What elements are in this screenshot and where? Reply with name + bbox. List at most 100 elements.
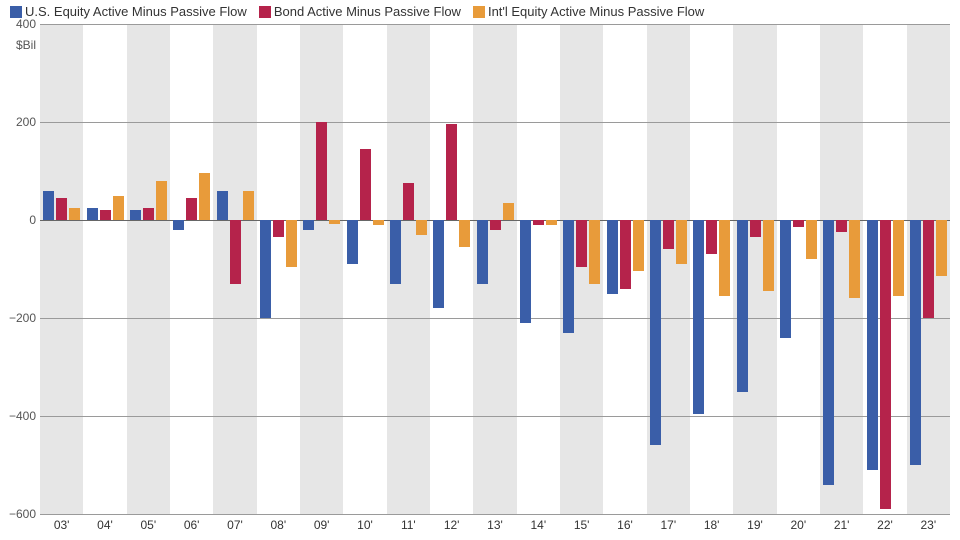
bar — [416, 220, 427, 235]
background-band — [40, 24, 83, 514]
legend-item: Bond Active Minus Passive Flow — [259, 4, 461, 19]
legend-item: U.S. Equity Active Minus Passive Flow — [10, 4, 247, 19]
bar — [576, 220, 587, 267]
x-axis-label: 07' — [227, 518, 243, 532]
bar — [87, 208, 98, 220]
x-axis-label: 08' — [271, 518, 287, 532]
bar — [173, 220, 184, 230]
x-axis-label: 22' — [877, 518, 893, 532]
bar — [56, 198, 67, 220]
bar — [260, 220, 271, 318]
x-axis-label: 06' — [184, 518, 200, 532]
x-axis-label: 21' — [834, 518, 850, 532]
bar — [490, 220, 501, 230]
bar — [390, 220, 401, 284]
legend-label: U.S. Equity Active Minus Passive Flow — [25, 4, 247, 19]
bar — [199, 173, 210, 220]
x-axis-label: 15' — [574, 518, 590, 532]
bar — [373, 220, 384, 225]
y-axis-unit: $Bil — [6, 38, 36, 52]
background-band — [170, 24, 213, 514]
x-axis-label: 20' — [791, 518, 807, 532]
legend-swatch — [473, 6, 485, 18]
x-axis-label: 16' — [617, 518, 633, 532]
legend-item: Int'l Equity Active Minus Passive Flow — [473, 4, 704, 19]
bar — [563, 220, 574, 333]
bar — [620, 220, 631, 289]
bar — [217, 191, 228, 220]
bar — [893, 220, 904, 296]
bar — [143, 208, 154, 220]
bar — [589, 220, 600, 284]
bar — [780, 220, 791, 338]
bar — [663, 220, 674, 249]
bar — [303, 220, 314, 230]
bar — [446, 124, 457, 220]
background-band — [127, 24, 170, 514]
y-axis-label: −400 — [6, 409, 36, 423]
legend-swatch — [10, 6, 22, 18]
y-axis-label: −600 — [6, 507, 36, 521]
bar — [156, 181, 167, 220]
bar — [503, 203, 514, 220]
legend-label: Bond Active Minus Passive Flow — [274, 4, 461, 19]
bar — [546, 220, 557, 225]
x-axis-label: 23' — [921, 518, 937, 532]
gridline — [40, 318, 950, 319]
bar — [533, 220, 544, 225]
gridline — [40, 122, 950, 123]
bar — [693, 220, 704, 414]
bar — [737, 220, 748, 392]
x-axis-label: 03' — [54, 518, 70, 532]
legend: U.S. Equity Active Minus Passive Flow Bon… — [10, 4, 710, 19]
bar — [433, 220, 444, 308]
x-axis-label: 09' — [314, 518, 330, 532]
legend-swatch — [259, 6, 271, 18]
flow-chart: U.S. Equity Active Minus Passive Flow Bon… — [0, 0, 960, 540]
background-band — [83, 24, 126, 514]
legend-label: Int'l Equity Active Minus Passive Flow — [488, 4, 704, 19]
bar — [836, 220, 847, 232]
bar — [936, 220, 947, 276]
bar — [69, 208, 80, 220]
bar — [849, 220, 860, 298]
bar — [286, 220, 297, 267]
bar — [43, 191, 54, 220]
y-axis-label: 200 — [6, 115, 36, 129]
bar — [100, 210, 111, 220]
x-axis-label: 17' — [661, 518, 677, 532]
bar — [763, 220, 774, 291]
bar — [650, 220, 661, 445]
bar — [130, 210, 141, 220]
bar — [676, 220, 687, 264]
x-axis-label: 19' — [747, 518, 763, 532]
gridline — [40, 416, 950, 417]
bar — [403, 183, 414, 220]
bar — [243, 191, 254, 220]
bar — [347, 220, 358, 264]
bar — [793, 220, 804, 227]
bar — [806, 220, 817, 259]
background-band — [343, 24, 386, 514]
x-axis-label: 18' — [704, 518, 720, 532]
bar — [186, 198, 197, 220]
gridline — [40, 514, 950, 515]
background-band — [300, 24, 343, 514]
bar — [113, 196, 124, 221]
bar — [823, 220, 834, 485]
x-axis-label: 13' — [487, 518, 503, 532]
bar — [230, 220, 241, 284]
bar — [520, 220, 531, 323]
bar — [910, 220, 921, 465]
bar — [706, 220, 717, 254]
gridline — [40, 24, 950, 25]
bar — [750, 220, 761, 237]
y-axis-label: −200 — [6, 311, 36, 325]
bar — [867, 220, 878, 470]
bar — [880, 220, 891, 509]
x-axis-label: 04' — [97, 518, 113, 532]
x-axis-label: 11' — [401, 518, 416, 532]
x-axis-label: 14' — [531, 518, 547, 532]
bar — [360, 149, 371, 220]
bar — [459, 220, 470, 247]
